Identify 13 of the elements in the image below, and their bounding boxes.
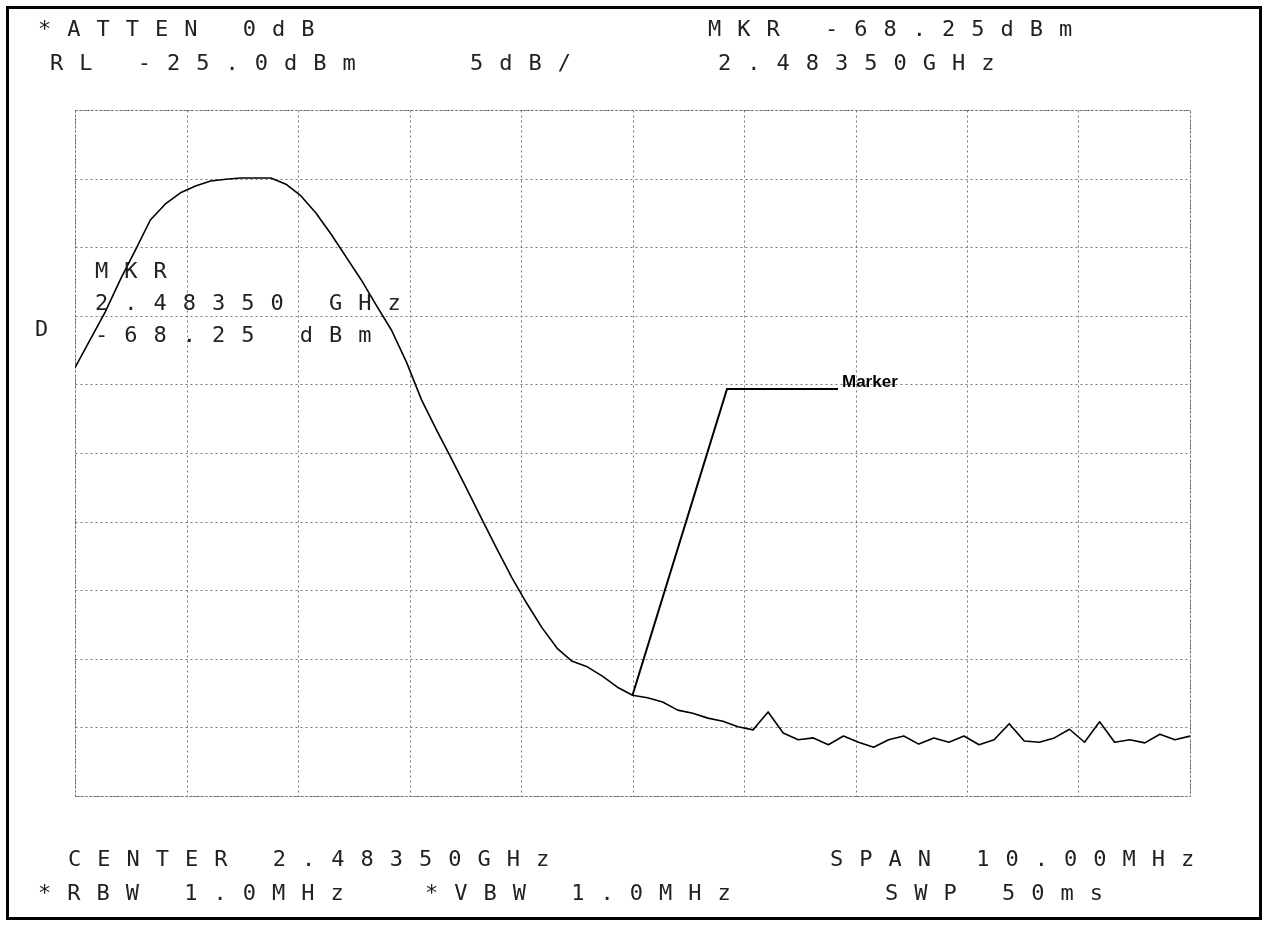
text: 5dB/ [470, 50, 587, 75]
text: SPAN 10.00MHz [830, 846, 1211, 871]
text: *ATTEN 0dB [38, 16, 331, 41]
text: RL -25.0dBm [50, 50, 372, 75]
text: *VBW 1.0MHz [425, 880, 747, 905]
text: D [35, 316, 65, 341]
annotation: Marker [842, 372, 898, 391]
text: 2.48350GHz [718, 50, 1011, 75]
text: SWP 50ms [885, 880, 1119, 905]
text: CENTER 2.48350GHz [68, 846, 566, 871]
text: MKR -68.25dBm [708, 16, 1089, 41]
text: *RBW 1.0MHz [38, 880, 360, 905]
annotation: -68.25 dBm [95, 322, 388, 347]
